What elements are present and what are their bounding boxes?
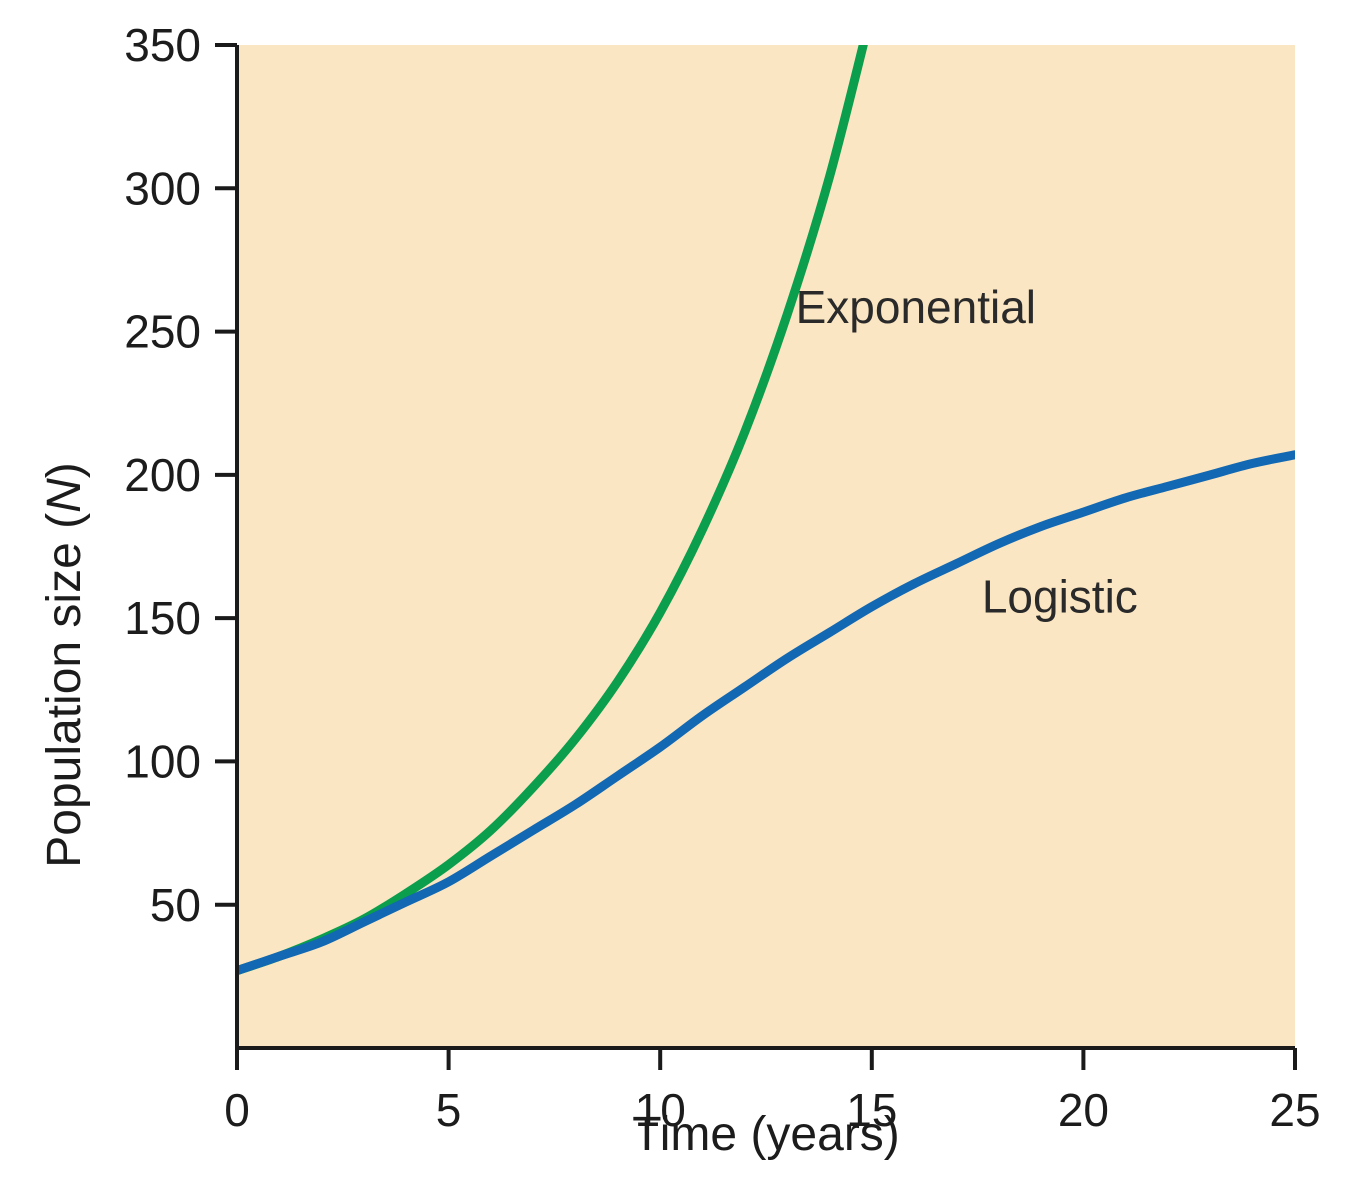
x-tick-label: 10 — [635, 1084, 686, 1136]
logistic-curve — [237, 450, 1295, 976]
y-axis-title-variable: N — [38, 478, 91, 513]
logistic-label: Logistic — [982, 570, 1138, 622]
y-tick-label: 200 — [124, 449, 201, 501]
y-axis-ticks: 50 100 150 200 250 300 350 — [124, 19, 237, 931]
y-tick-label: 250 — [124, 306, 201, 358]
x-tick-label: 25 — [1269, 1084, 1320, 1136]
x-tick-label: 15 — [846, 1084, 897, 1136]
x-tick-label: 5 — [436, 1084, 462, 1136]
y-tick-label: 150 — [124, 592, 201, 644]
y-tick-label: 300 — [124, 162, 201, 214]
y-tick-label: 350 — [124, 19, 201, 71]
y-tick-label: 100 — [124, 736, 201, 788]
plot-area — [237, 45, 1295, 1048]
y-axis-title-suffix: ) — [38, 462, 91, 478]
x-tick-label: 20 — [1058, 1084, 1109, 1136]
y-axis-title-prefix: Population size ( — [38, 513, 91, 868]
exponential-label: Exponential — [796, 281, 1036, 333]
y-tick-label: 50 — [150, 879, 201, 931]
curves-group — [237, 45, 1295, 976]
x-tick-label: 0 — [224, 1084, 250, 1136]
y-axis-title: Population size (N) — [38, 462, 91, 868]
x-axis-title: Time (years) — [632, 1108, 900, 1161]
x-axis-ticks: 0 5 10 15 20 25 — [224, 1048, 1321, 1136]
